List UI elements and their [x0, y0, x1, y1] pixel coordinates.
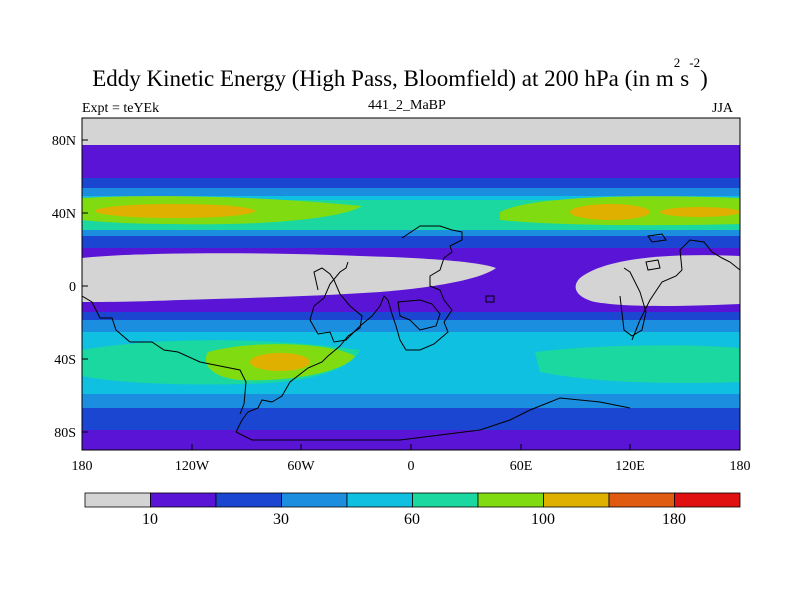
coast-africa: [309, 225, 463, 351]
title-sup-1: 2: [673, 55, 681, 70]
title-end: ): [700, 66, 708, 91]
colorbar-label: 10: [142, 511, 158, 528]
colorbar-swatch: [281, 492, 348, 508]
axis-ticks: [81, 139, 741, 450]
colorbar-swatch: [608, 492, 675, 508]
tropics-gray-west: [82, 253, 496, 302]
colorbar-swatches: [84, 492, 741, 508]
colorbar: 10 30 60 100 180: [84, 492, 741, 528]
colorbar-label: 30: [273, 511, 289, 528]
band-9: [82, 320, 740, 334]
sh-green-east: [535, 345, 740, 383]
x-tick-label: 180: [730, 459, 751, 474]
x-tick-label: 0: [408, 459, 415, 474]
x-tick-label: 120W: [175, 459, 210, 474]
y-tick-label: 40S: [54, 353, 76, 368]
y-tick-label: 0: [69, 280, 76, 295]
colorbar-label: 60: [404, 511, 420, 528]
colorbar-swatch: [477, 492, 544, 508]
title-main: Eddy Kinetic Energy (High Pass, Bloomfie…: [92, 66, 674, 91]
band-11: [82, 394, 740, 410]
colorbar-label: 100: [531, 511, 555, 528]
title-sup-2: -2: [689, 55, 701, 70]
x-tick-label: 60W: [287, 459, 315, 474]
tropics-gray-east: [575, 255, 740, 306]
colorbar-swatch: [674, 492, 741, 508]
colorbar-swatch: [412, 492, 479, 508]
colorbar-label: 180: [662, 511, 686, 528]
x-tick-label: 60E: [510, 459, 533, 474]
nh-max-west: [95, 204, 255, 218]
sh-max: [250, 353, 310, 371]
title-mid: s: [680, 66, 690, 91]
nh-max-east: [570, 204, 650, 220]
coast-antarctica: [235, 397, 631, 441]
coast-asia-islands: [619, 267, 647, 337]
coast-australia: [631, 239, 740, 341]
x-tick-label: 120E: [615, 459, 645, 474]
colorbar-swatch: [84, 492, 151, 508]
y-tick-label: 80S: [54, 426, 76, 441]
run-label: 441_2_MaBP: [368, 98, 446, 113]
band-7: [82, 236, 740, 250]
nh-max-east2: [660, 207, 740, 217]
y-tick-label: 40N: [52, 207, 76, 222]
plot-title: Eddy Kinetic Energy (High Pass, Bloomfie…: [0, 56, 800, 92]
x-axis-labels: 180 120W 60W 0 60E 120E 180: [72, 459, 751, 474]
band-6: [82, 230, 740, 238]
coast-south-america: [235, 267, 363, 433]
colorbar-swatch: [543, 492, 610, 508]
season-label: JJA: [712, 101, 734, 116]
colorbar-swatch: [346, 492, 413, 508]
coastlines: [82, 225, 740, 441]
band-1: [82, 145, 740, 181]
colorbar-swatch: [150, 492, 217, 508]
y-axis-labels: 80N 40N 0 40S 80S: [52, 134, 76, 441]
coast-north-pacific-islands: [645, 233, 667, 271]
experiment-label: Expt = teYEk: [82, 101, 160, 116]
coast-mid-tropics: [397, 299, 441, 331]
x-tick-label: 180: [72, 459, 93, 474]
coast-west-edge: [82, 295, 247, 415]
contour-field: [82, 118, 740, 450]
band-8: [82, 312, 740, 322]
colorbar-labels: 10 30 60 100 180: [142, 511, 686, 528]
colorbar-swatch: [215, 492, 282, 508]
band-12: [82, 408, 740, 432]
y-tick-label: 80N: [52, 134, 76, 149]
band-polar-north: [82, 118, 740, 148]
coast-small-island: [485, 295, 495, 303]
